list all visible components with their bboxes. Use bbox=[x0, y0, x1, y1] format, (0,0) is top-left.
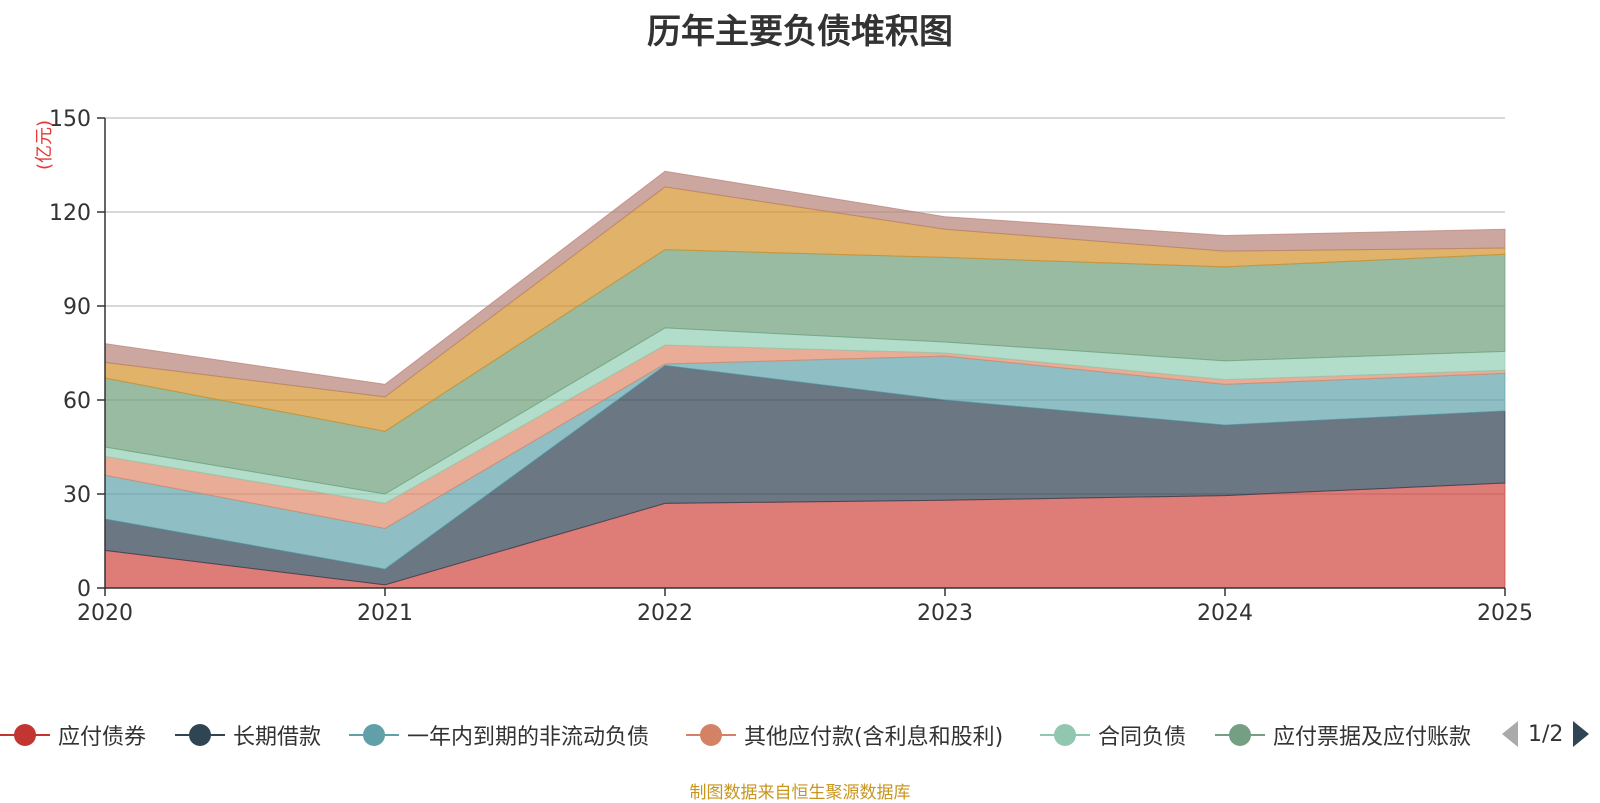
next-page-icon[interactable] bbox=[1571, 719, 1591, 749]
legend-item[interactable]: 合同负债 bbox=[1040, 720, 1186, 750]
x-tick-label: 2024 bbox=[1197, 601, 1253, 626]
legend-item[interactable]: 应付票据及应付账款 bbox=[1215, 720, 1471, 750]
y-axis-unit: (亿元) bbox=[34, 120, 55, 170]
y-tick-label: 60 bbox=[63, 389, 91, 414]
legend-marker-icon bbox=[175, 724, 225, 746]
x-tick-label: 2021 bbox=[357, 601, 413, 626]
legend: 应付债券 长期借款 一年内到期的非流动负债 其他应付款(含利息和股利) 合同负债 应付票据… bbox=[0, 720, 1496, 750]
legend-marker-icon bbox=[0, 724, 50, 746]
legend-marker-icon bbox=[349, 724, 399, 746]
legend-pager: 1/2 bbox=[1500, 716, 1591, 752]
y-tick-label: 150 bbox=[49, 107, 91, 132]
prev-page-icon[interactable] bbox=[1500, 719, 1520, 749]
y-tick-label: 0 bbox=[77, 577, 91, 602]
x-tick-label: 2020 bbox=[77, 601, 133, 626]
legend-item[interactable]: 应付债券 bbox=[0, 720, 146, 750]
legend-label: 应付债券 bbox=[58, 725, 147, 750]
legend-item[interactable]: 长期借款 bbox=[175, 720, 321, 750]
chart-area: 0 30 60 90 120 150 2020 2021 2022 2023 2024 2025 (亿… bbox=[34, 107, 1533, 626]
legend-label: 长期借款 bbox=[233, 725, 322, 750]
legend-item[interactable]: 一年内到期的非流动负债 bbox=[349, 720, 649, 750]
x-tick-label: 2025 bbox=[1477, 601, 1533, 626]
page-indicator: 1/2 bbox=[1528, 721, 1564, 747]
legend-label: 应付票据及应付账款 bbox=[1273, 725, 1472, 750]
stacked-areas bbox=[104, 170, 1506, 589]
legend-marker-icon bbox=[1040, 724, 1090, 746]
legend-label: 一年内到期的非流动负债 bbox=[407, 725, 650, 750]
area-series-8[interactable] bbox=[104, 170, 1506, 398]
x-tick-label: 2023 bbox=[917, 601, 973, 626]
y-tick-label: 90 bbox=[63, 295, 91, 320]
legend-label: 合同负债 bbox=[1098, 725, 1187, 750]
data-source-note: 制图数据来自恒生聚源数据库 bbox=[689, 783, 911, 803]
legend-marker-icon bbox=[1215, 724, 1265, 746]
x-tick-label: 2022 bbox=[637, 601, 693, 626]
legend-marker-icon bbox=[686, 724, 736, 746]
axes: 0 30 60 90 120 150 2020 2021 2022 2023 2024 2025 bbox=[49, 107, 1533, 626]
legend-label: 其他应付款(含利息和股利) bbox=[744, 725, 1004, 750]
y-tick-label: 30 bbox=[63, 483, 91, 508]
chart-title: 历年主要负债堆积图 bbox=[647, 13, 953, 51]
y-tick-label: 120 bbox=[49, 201, 91, 226]
legend-item[interactable]: 其他应付款(含利息和股利) bbox=[686, 720, 1003, 750]
